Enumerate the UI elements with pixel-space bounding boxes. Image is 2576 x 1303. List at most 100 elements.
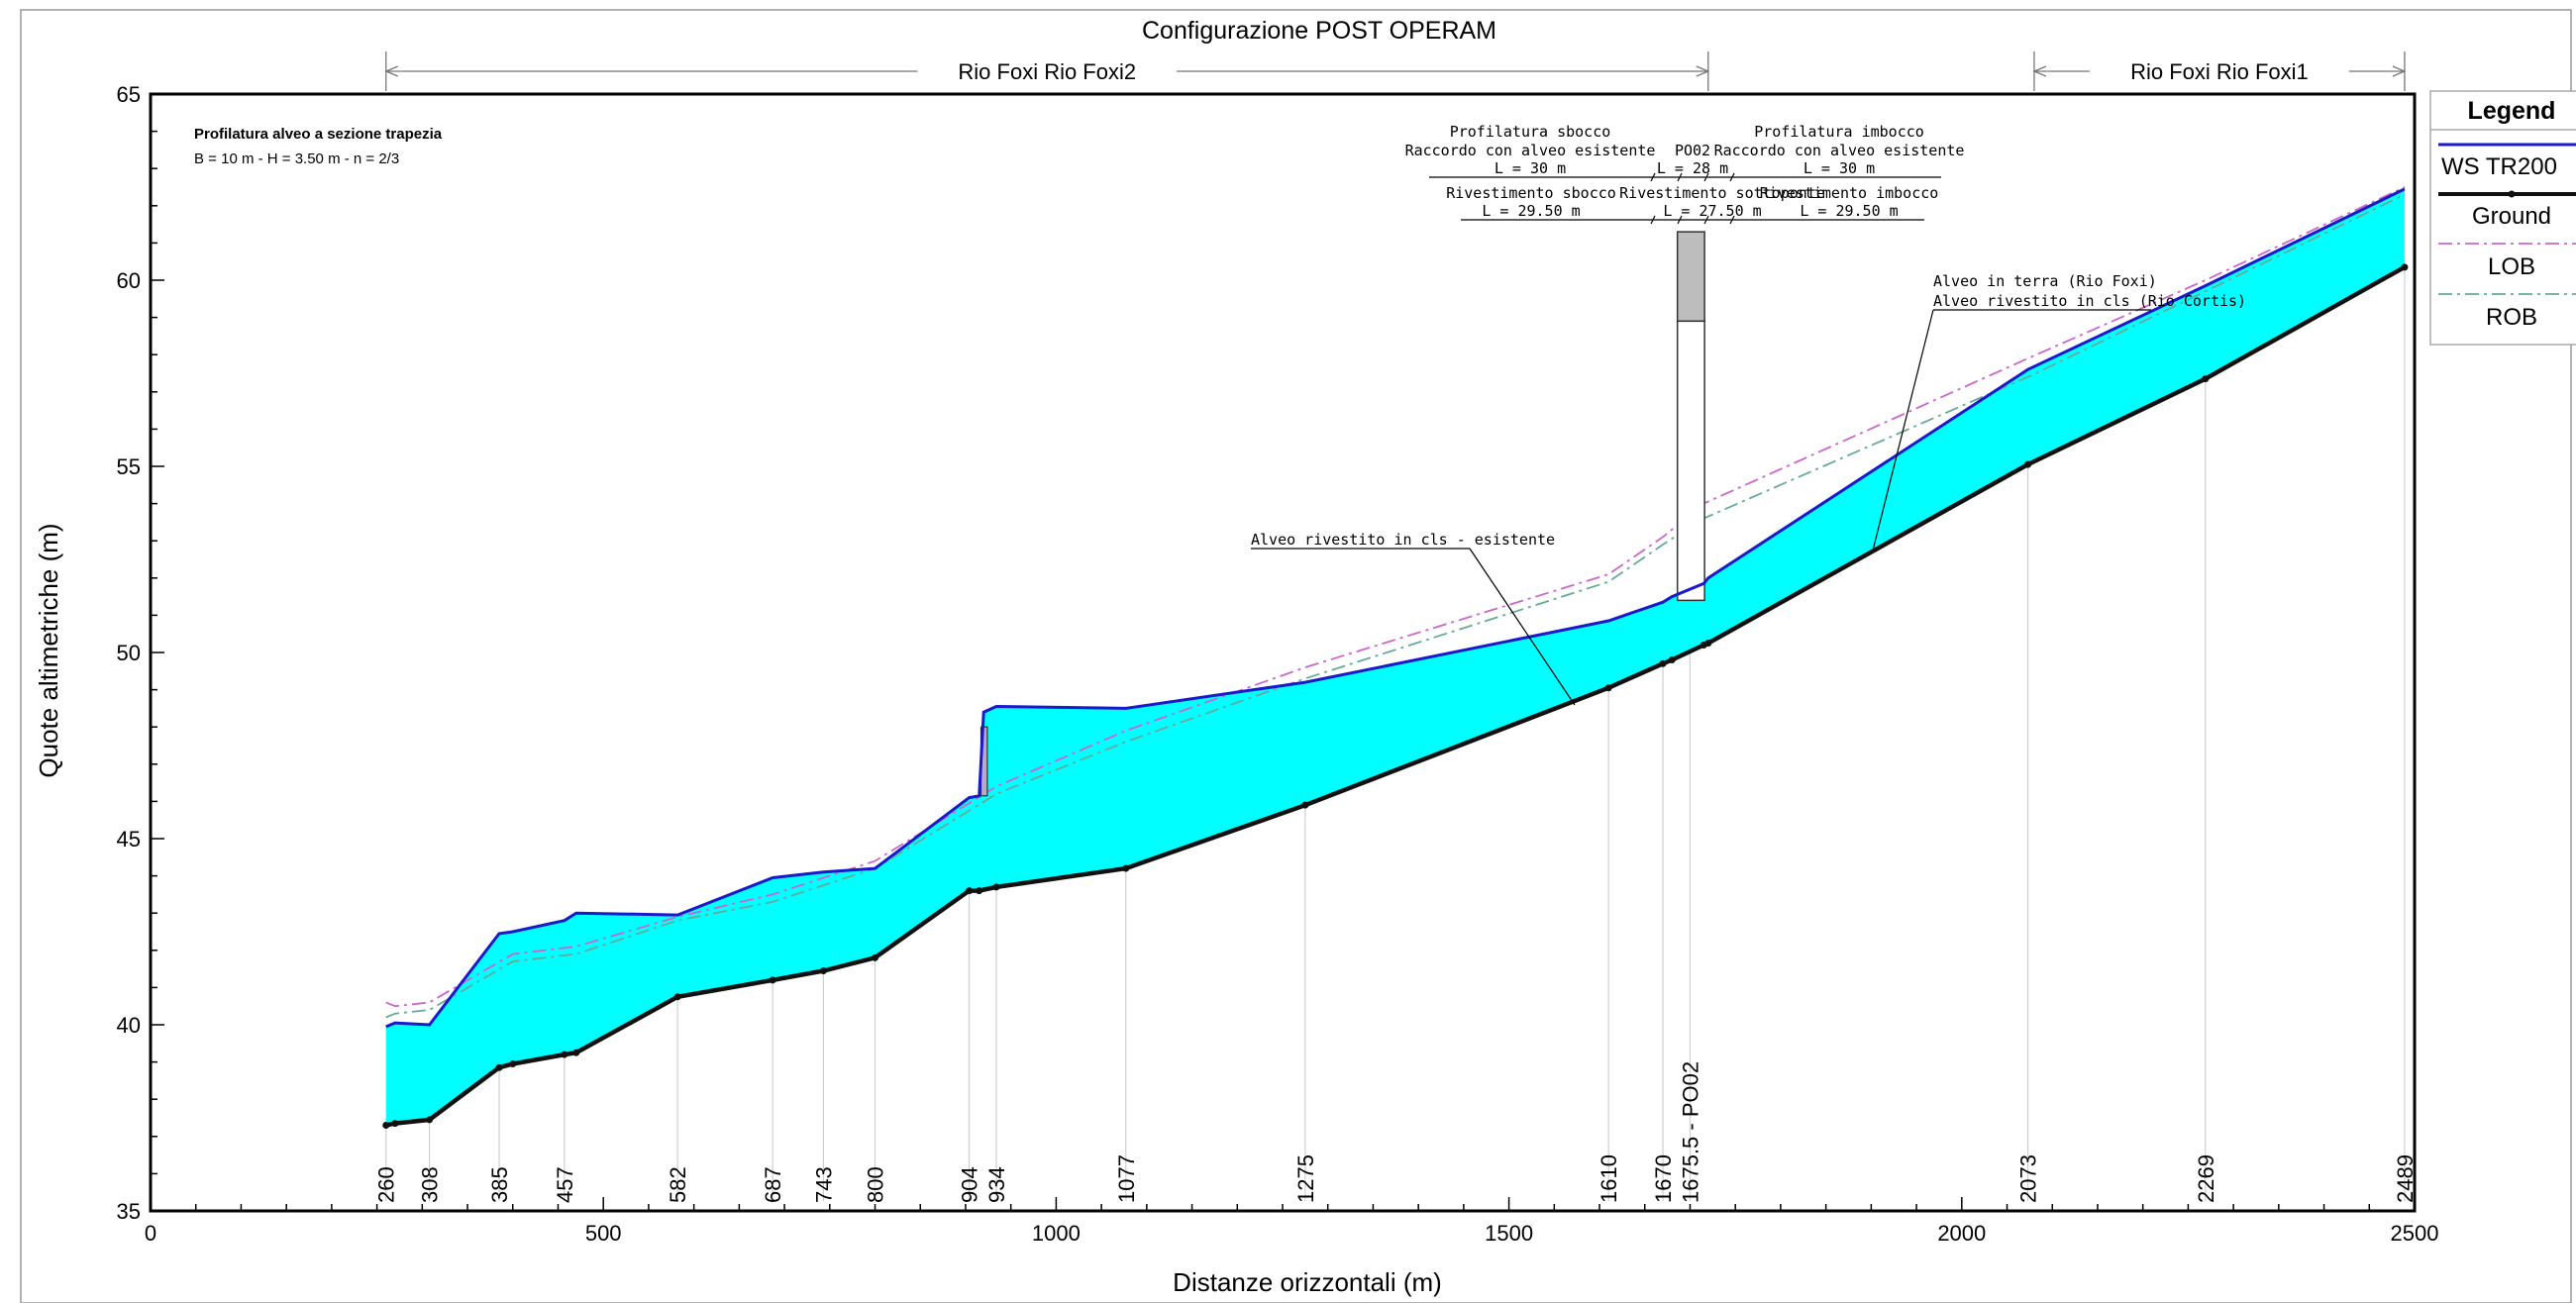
water-area [385,188,2405,1126]
section-note-params: B = 10 m - H = 3.50 m - n = 2/3 [194,150,399,167]
po02-l2: L = 28 m [1657,159,1728,177]
x-axis-label: Distanze orizzontali (m) [1173,1267,1442,1297]
x-tick-label: 1500 [1485,1221,1533,1246]
tick-mark [1677,172,1683,182]
ground-point [572,1049,580,1056]
section-label: 800 [864,1166,888,1203]
section-label: 934 [984,1166,1009,1203]
ground-point [391,1120,399,1128]
ground-point [426,1116,434,1124]
bridge-po02 [1676,231,1705,602]
x-axis-ticks: 0 500 1000 1500 2000 2500 [145,1197,2439,1246]
legend: Legend WS TR200 Ground LOB ROB [2429,90,2576,346]
lob-line [385,186,2406,1008]
x-tick-label: 1000 [1032,1221,1081,1246]
section-label: 743 [811,1166,836,1203]
y-tick-label: 35 [117,1199,141,1224]
section-grid-lines [385,266,2406,1201]
reach-label: Rio Foxi Rio Foxi2 [958,59,1136,84]
existing-lined-label: Alveo rivestito in cls - esistente [1251,531,1555,549]
tick-mark [1703,215,1709,225]
sbocco-profile-l1: Profilatura sbocco [1450,123,1611,141]
section-label: 1610 [1597,1154,1621,1203]
bridge-lining-l2: L = 27.50 m [1663,202,1761,220]
section-label: 687 [761,1166,785,1203]
legend-rob-label: ROB [2486,304,2537,331]
sbocco-lining-l2: L = 29.50 m [1482,202,1580,220]
bridge-lining-l1: Rivestimento sottoponte [1619,184,1825,202]
earth-channel-label: Alveo in terra (Rio Foxi) [1933,272,2157,290]
x-tick-label: 2500 [2391,1221,2439,1246]
ground-point [992,883,1000,891]
section-label: 457 [553,1166,577,1203]
ground-point [2024,460,2032,468]
ground-point [819,966,827,974]
ground-point [673,993,681,1001]
reach-markers: Rio Foxi Rio Foxi2 Rio Foxi Rio Foxi1 [384,51,2407,91]
ground-point [976,887,983,895]
reach-arrow [2032,65,2047,77]
ground-point [1668,656,1676,664]
tick-mark [1729,172,1735,182]
section-label: 308 [418,1166,443,1203]
ground-point [495,1063,503,1071]
y-axis-label: Quote altimetriche (m) [34,523,63,777]
ground-point [872,953,879,961]
chart-title: Configurazione POST OPERAM [1142,17,1496,45]
tick-mark [1650,172,1656,182]
x-tick-label: 2000 [1937,1221,1986,1246]
tick-mark [1677,215,1683,225]
reach-arrow [2392,65,2407,77]
reach-arrow [1696,65,1710,77]
reach-label: Rio Foxi Rio Foxi1 [2130,59,2309,84]
ground-point [966,887,974,895]
imbocco-profile-l2: Raccordo con alveo esistente [1714,142,1965,159]
ground-point [769,976,776,984]
section-label: 1077 [1114,1154,1139,1203]
section-label: 2073 [2016,1154,2041,1203]
section-note-title: Profilatura alveo a sezione trapezia [194,126,443,143]
reach-arrow [384,65,398,77]
legend-box [2429,90,2576,346]
section-note: Profilatura alveo a sezione trapezia B =… [194,126,443,167]
legend-ground-point [2508,190,2516,198]
lined-channel-leader [1872,309,1934,551]
y-tick-label: 65 [117,82,141,107]
legend-ground-label: Ground [2472,203,2551,230]
structure-notes: Profilatura sbocco Raccordo con alveo es… [1251,123,2246,706]
ground-point [2202,375,2210,383]
ground-point [509,1059,517,1067]
legend-title: Legend [2468,97,2556,125]
imbocco-lining-l2: L = 29.50 m [1800,202,1898,220]
ground-point [2401,263,2409,271]
y-tick-label: 55 [117,454,141,479]
imbocco-lining-l1: Rivestimento imbocco [1760,184,1939,202]
section-labels: 260 308 385 457 582 687 743 800 904 934 1077 1275 16… [374,1061,2418,1203]
ws-line [385,187,2406,1029]
y-axis-ticks: 35 40 45 50 55 60 65 [117,82,164,1224]
section-label: 260 [374,1166,399,1203]
ground-point [1301,801,1309,809]
outer-frame [20,9,2572,1303]
x-tick-label: 0 [145,1221,156,1246]
sbocco-lining-l1: Rivestimento sbocco [1446,184,1616,202]
ground-point [1604,684,1612,692]
existing-lined-leader [1469,548,1576,706]
imbocco-profile-l3: L = 30 m [1803,159,1875,177]
ground-point [1659,659,1667,667]
y-tick-label: 60 [117,268,141,293]
tick-mark [1703,172,1709,182]
tick-mark [1650,215,1656,225]
ground-point [382,1122,390,1130]
ground-point [1704,640,1712,648]
x-tick-label: 500 [585,1221,622,1246]
bridge-deck [1676,231,1705,323]
section-label: 1670 [1651,1154,1676,1203]
po02-l1: PO02 [1675,142,1710,159]
legend-ws-label: WS TR200 [2441,153,2557,180]
sbocco-profile-l2: Raccordo con alveo esistente [1405,142,1656,159]
ground-point [561,1051,568,1058]
tick-mark [1729,215,1735,225]
